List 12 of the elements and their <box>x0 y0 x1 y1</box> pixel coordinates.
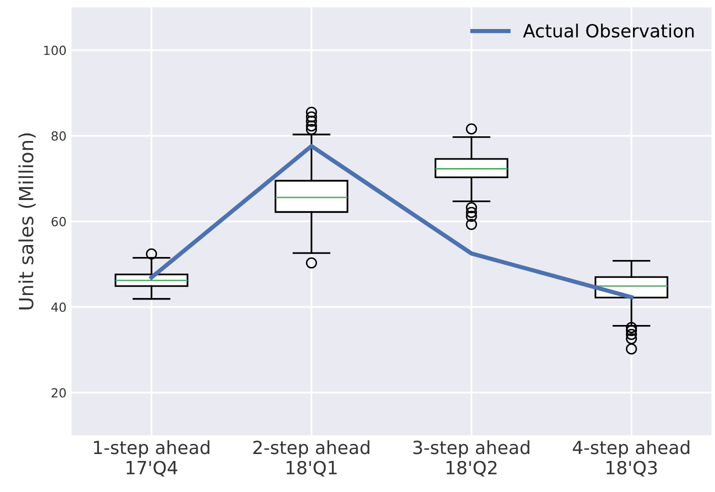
legend-label: Actual Observation <box>523 24 694 38</box>
y-tick-label: 40 <box>51 302 66 312</box>
y-tick-label: 60 <box>52 216 66 226</box>
y-tick-label: 20 <box>52 388 66 398</box>
x-tick-label: 1-step ahead 17'Q4 <box>94 440 210 477</box>
y-tick-label: 80 <box>52 131 66 141</box>
x-tick-label: 2-step ahead 18'Q1 <box>253 440 370 477</box>
y-axis-title: Unit sales (Million) <box>18 133 36 310</box>
x-tick-label: 4-step ahead 18'Q3 <box>572 440 690 477</box>
x-tick-label: 3-step ahead 18'Q2 <box>413 440 530 477</box>
y-tick-label: 100 <box>44 46 66 56</box>
line-series <box>149 144 634 300</box>
